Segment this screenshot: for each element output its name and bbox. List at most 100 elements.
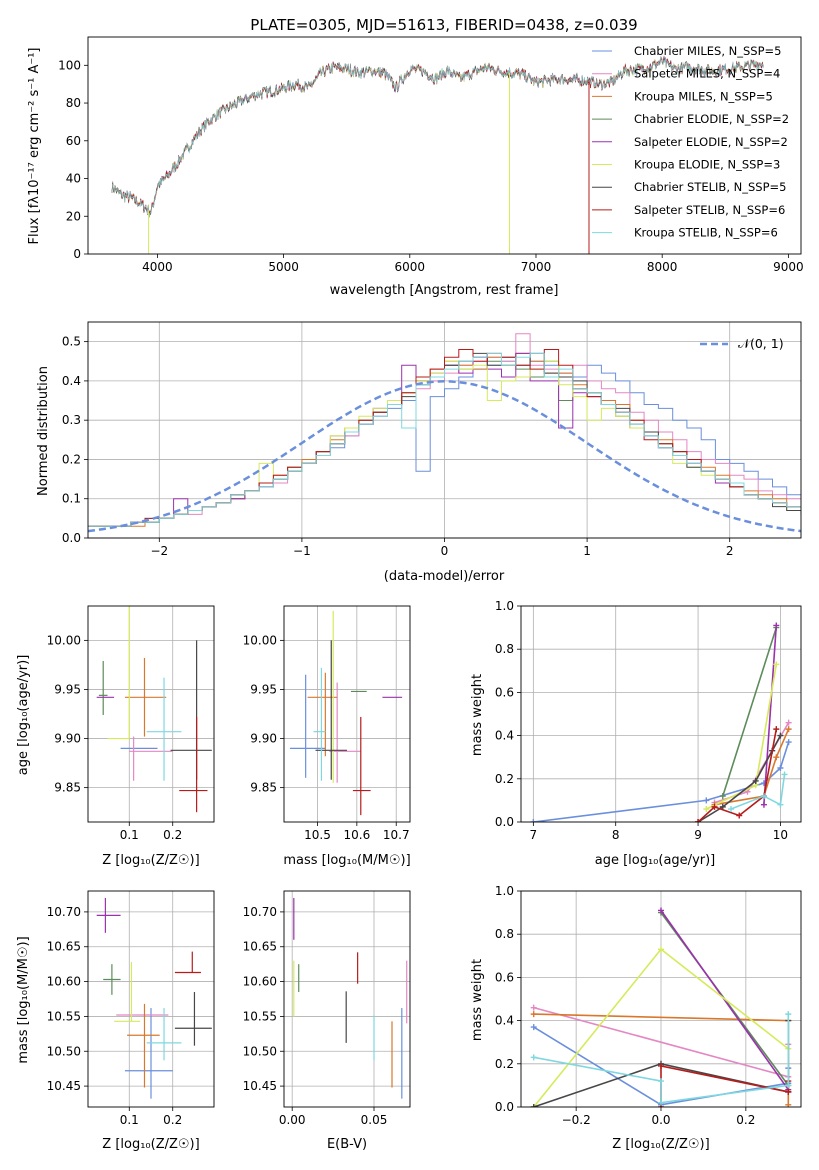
y-tick-label: 10.45: [47, 1079, 81, 1093]
x-tick-label: 9: [694, 828, 702, 842]
x-tick-label: 0.0: [651, 1113, 670, 1127]
y-tick-label: 0: [73, 247, 81, 261]
mass-weight-marker: [785, 1088, 792, 1095]
mass-weight-marker: [530, 1004, 537, 1011]
weight-vs-age-xlabel: age [log₁₀(age/yr)]: [595, 853, 716, 868]
mass-weight-marker: [711, 803, 718, 810]
mass-weight-marker: [695, 819, 702, 822]
y-tick-label: 60: [66, 134, 81, 148]
y-tick-label: 1.0: [495, 599, 514, 613]
legend-label: 𝒩(0, 1): [738, 336, 784, 351]
mass-weight-marker: [703, 797, 710, 804]
y-tick-label: 10.00: [243, 633, 277, 647]
mass-vs-Z-xlabel: Z [log₁₀(Z/Z☉)]: [102, 1137, 199, 1152]
spectrum-xlabel: wavelength [Angstrom, rest frame]: [330, 283, 559, 298]
mass-weight-marker: [785, 1011, 792, 1018]
spectrum-panel: PLATE=0305, MJD=51613, FIBERID=0438, z=0…: [27, 16, 804, 298]
x-tick-label: 5000: [268, 260, 299, 274]
y-tick-label: 10.60: [243, 975, 277, 989]
y-tick-label: 0.4: [495, 729, 514, 743]
y-tick-label: 9.85: [250, 781, 277, 795]
legend-label: Salpeter MILES, N_SSP=4: [634, 67, 780, 81]
x-tick-label: −0.2: [562, 1113, 591, 1127]
x-tick-label: −1: [293, 544, 311, 558]
y-tick-label: 9.90: [54, 732, 81, 746]
y-tick-label: 0.4: [495, 1014, 514, 1028]
axes-frame: [87, 36, 802, 255]
x-tick-label: 10.5: [304, 828, 331, 842]
mass-weight-marker: [760, 793, 767, 800]
axes-frame: [87, 321, 802, 539]
plot-area: [293, 897, 408, 1099]
y-tick-label: 20: [66, 209, 81, 223]
x-tick-label: 9000: [773, 260, 804, 274]
model-spectrum-line: [111, 56, 764, 216]
y-tick-label: 0.0: [495, 815, 514, 829]
mass-weight-marker: [752, 777, 759, 784]
mass-weight-marker: [728, 806, 734, 813]
axes-frame: [520, 605, 802, 823]
y-tick-label: 9.90: [250, 732, 277, 746]
plot-area: [88, 333, 801, 533]
x-tick-label: 10: [773, 828, 788, 842]
mass-weight-marker: [777, 801, 784, 808]
x-tick-label: 0.2: [163, 1113, 182, 1127]
legend-label: Kroupa STELIB, N_SSP=6: [634, 226, 778, 240]
residuals-xlabel: (data-model)/error: [384, 569, 505, 584]
y-tick-label: 80: [66, 96, 81, 110]
age-vs-Z-panel: Z [log₁₀(Z/Z☉)] age [log₁₀(age/yr)] 0.1 0…: [16, 605, 215, 868]
plot-area: [530, 907, 792, 1107]
legend-label: Kroupa ELODIE, N_SSP=3: [634, 158, 780, 172]
x-tick-label: 7000: [521, 260, 552, 274]
axes-frame: [87, 890, 215, 1108]
axes-frame: [283, 890, 411, 1108]
mass-weight-line: [714, 728, 790, 806]
legend-label: Chabrier STELIB, N_SSP=5: [634, 180, 786, 194]
y-tick-label: 0.8: [495, 927, 514, 941]
y-tick-label: 0.2: [62, 452, 81, 466]
mass-weight-marker: [773, 622, 780, 629]
residuals-panel: (data-model)/error Normed distribution −…: [36, 321, 802, 584]
y-tick-label: 10.50: [243, 1044, 277, 1058]
y-tick-label: 10.60: [47, 975, 81, 989]
x-tick-label: 8: [612, 828, 620, 842]
mass-weight-marker: [658, 907, 664, 914]
mass-weight-marker: [773, 726, 780, 733]
mass-weight-marker: [785, 726, 792, 733]
weight-vs-age-panel: age [log₁₀(age/yr)] mass weight 7 8 9 10 0.0…: [470, 599, 802, 868]
plot-area: [111, 55, 764, 254]
y-tick-label: 10.65: [47, 940, 81, 954]
y-tick-label: 9.85: [54, 781, 81, 795]
legend-label: Salpeter STELIB, N_SSP=6: [634, 203, 785, 217]
spectrum-ylabel: Flux [fλ10⁻¹⁷ erg cm⁻² s⁻¹ A⁻¹]: [27, 48, 42, 245]
y-tick-label: 10.55: [47, 1009, 81, 1023]
y-tick-label: 0.2: [495, 772, 514, 786]
mass-weight-marker: [658, 1078, 664, 1085]
y-tick-label: 9.95: [54, 682, 81, 696]
age-vs-mass-xlabel: mass [log₁₀(M/M☉)]: [283, 853, 410, 868]
x-tick-label: 10.6: [343, 828, 370, 842]
x-tick-label: 2: [726, 544, 734, 558]
y-tick-label: 9.95: [250, 682, 277, 696]
legend-label: Salpeter ELODIE, N_SSP=2: [634, 135, 788, 149]
y-tick-label: 10.55: [243, 1009, 277, 1023]
mass-weight-marker: [530, 819, 537, 822]
y-tick-label: 0.8: [495, 642, 514, 656]
mass-weight-marker: [785, 1082, 792, 1089]
mass-weight-line: [722, 627, 778, 797]
y-tick-label: 0.6: [495, 685, 514, 699]
x-tick-label: 10.7: [383, 828, 410, 842]
x-tick-label: 0.00: [279, 1113, 306, 1127]
y-tick-label: 0.0: [495, 1100, 514, 1114]
y-tick-label: 100: [58, 58, 81, 72]
mass-weight-line: [660, 909, 789, 1091]
mass-weight-marker: [719, 803, 726, 810]
y-tick-label: 0.4: [62, 374, 81, 388]
mass-weight-line: [763, 625, 778, 805]
mass-weight-marker: [530, 1054, 537, 1061]
mass-weight-marker: [719, 793, 726, 800]
plot-area: [96, 897, 212, 1099]
residual-histogram: [88, 352, 801, 527]
y-tick-label: 0.0: [62, 531, 81, 545]
